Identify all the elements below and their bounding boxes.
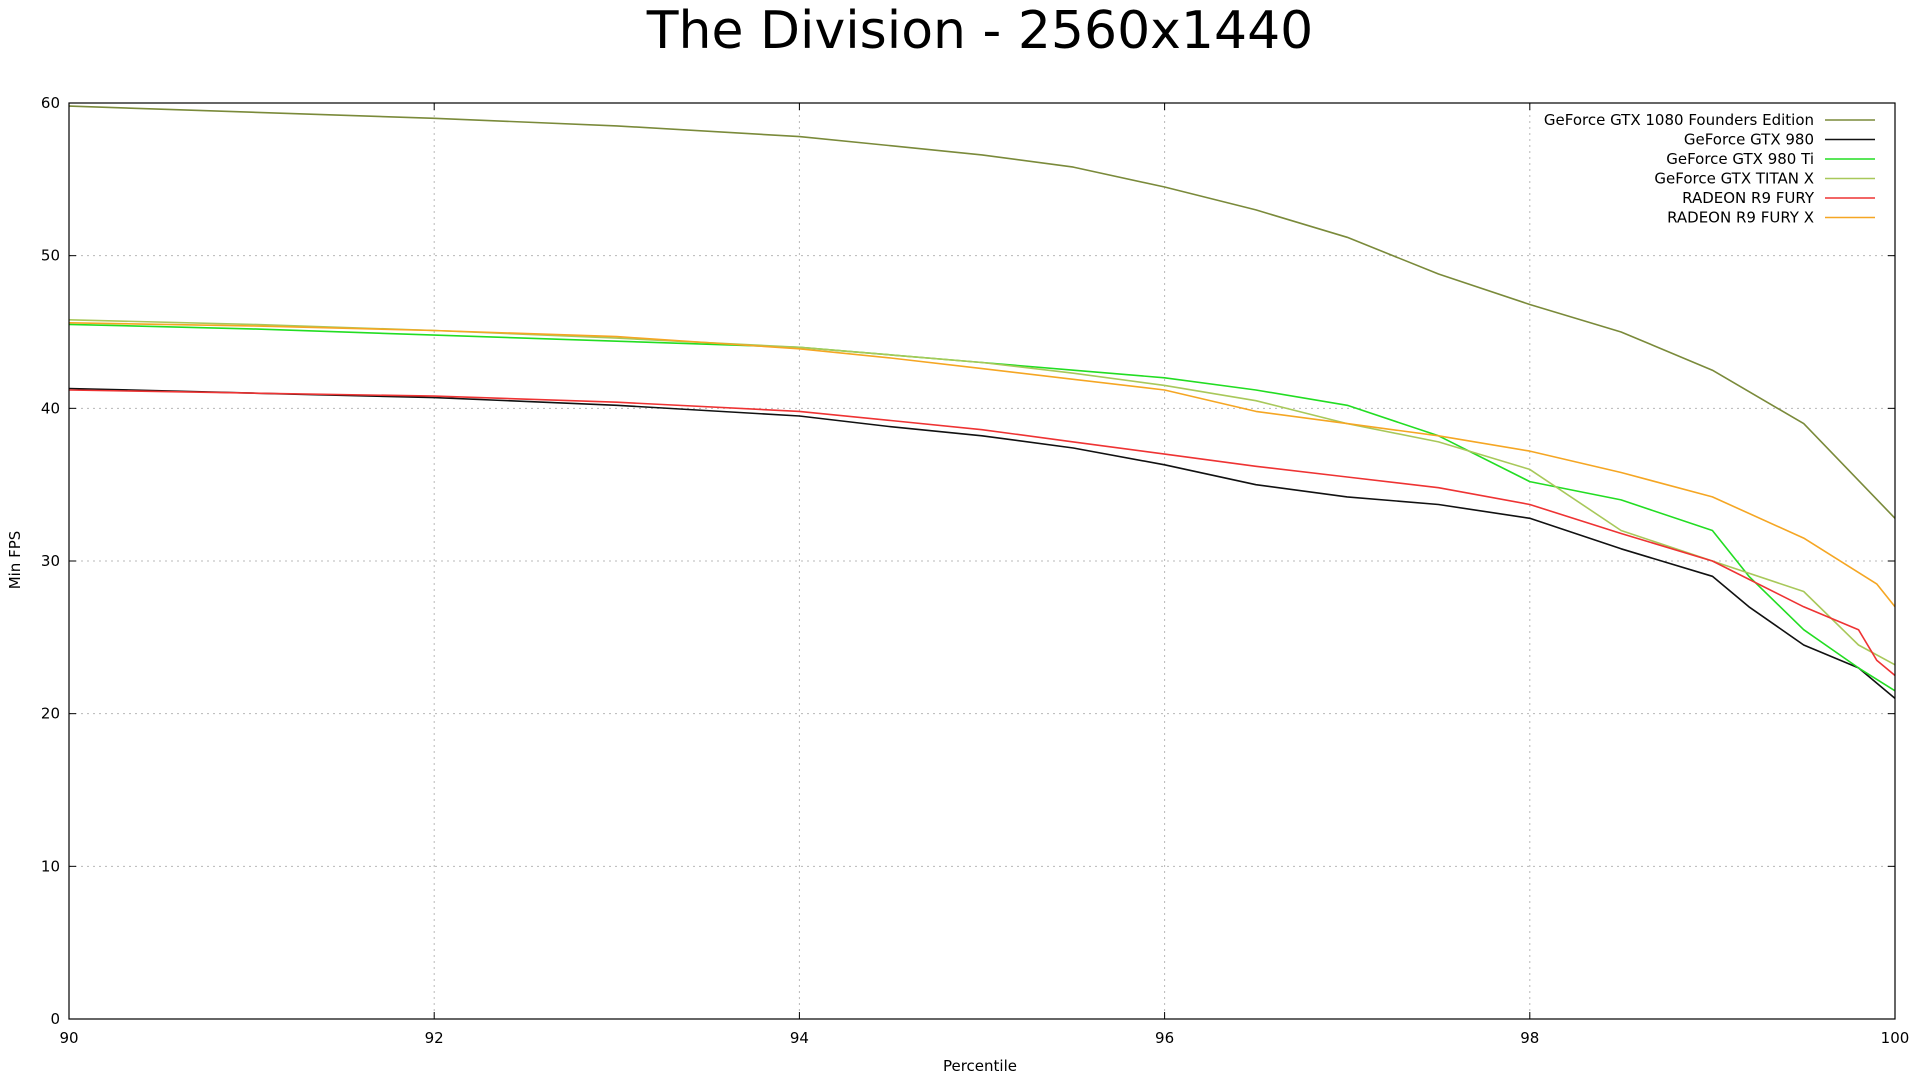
series-line-0 [68, 105, 1896, 519]
series-lines [68, 105, 1896, 700]
series-line-4 [68, 389, 1896, 677]
axis-ticks [68, 102, 1896, 1020]
legend-label-4: RADEON R9 FURY [1682, 189, 1815, 207]
y-tick-label: 0 [50, 1010, 60, 1028]
x-axis-label: Percentile [943, 1057, 1017, 1075]
y-tick-label: 60 [41, 94, 60, 112]
series-line-5 [68, 322, 1896, 608]
x-tick-label: 90 [59, 1029, 78, 1047]
y-tick-label: 40 [41, 399, 60, 417]
series-line-2 [68, 323, 1896, 692]
x-tick-label: 100 [1881, 1029, 1910, 1047]
y-tick-label: 30 [41, 552, 60, 570]
y-axis-label: Min FPS [6, 531, 24, 590]
legend-label-0: GeForce GTX 1080 Founders Edition [1544, 111, 1814, 129]
x-tick-label: 96 [1155, 1029, 1174, 1047]
legend-label-2: GeForce GTX 980 Ti [1666, 150, 1814, 168]
tick-labels: 0 10 20 30 40 50 60 90 92 94 96 98 100 [41, 94, 1909, 1047]
legend-label-3: GeForce GTX TITAN X [1654, 170, 1814, 188]
x-tick-label: 94 [790, 1029, 809, 1047]
legend-label-1: GeForce GTX 980 [1684, 131, 1814, 149]
legend-label-5: RADEON R9 FURY X [1667, 209, 1814, 227]
x-tick-label: 92 [425, 1029, 444, 1047]
grid [69, 103, 1895, 1019]
chart-title: The Division - 2560x1440 [646, 1, 1314, 61]
y-tick-label: 20 [41, 705, 60, 723]
series-line-1 [68, 387, 1896, 700]
y-tick-label: 10 [41, 857, 60, 875]
series-line-3 [68, 319, 1896, 666]
legend: GeForce GTX 1080 Founders Edition GeForce… [1544, 111, 1875, 227]
y-tick-label: 50 [41, 247, 60, 265]
x-tick-label: 98 [1520, 1029, 1539, 1047]
